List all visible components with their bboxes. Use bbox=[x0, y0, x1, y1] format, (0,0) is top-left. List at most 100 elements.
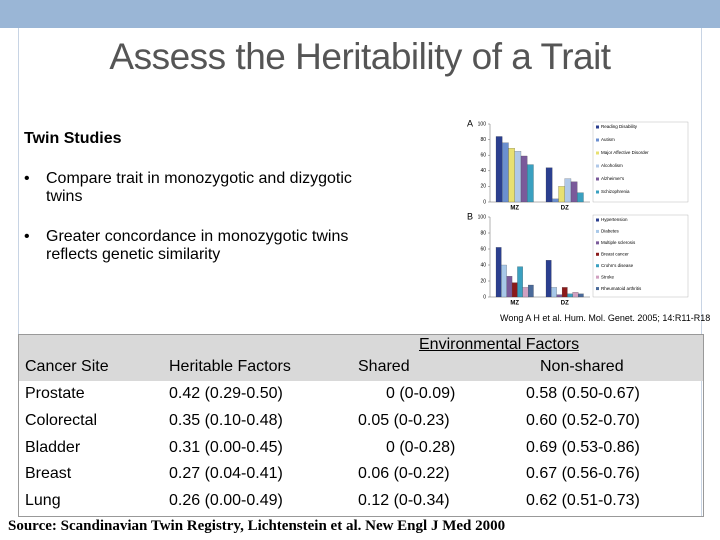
bar bbox=[570, 181, 578, 203]
bar bbox=[564, 178, 572, 203]
legend-swatch bbox=[596, 275, 599, 279]
y-tick-label: 20 bbox=[480, 278, 486, 284]
bar bbox=[572, 292, 579, 298]
table-cell: 0.62 (0.51-0.73) bbox=[526, 492, 640, 510]
bar bbox=[502, 142, 509, 203]
legend-swatch bbox=[596, 252, 599, 256]
x-tick-label: DZ bbox=[561, 206, 569, 212]
bar bbox=[528, 284, 534, 298]
top-band bbox=[0, 0, 720, 28]
table-cell: 0.26 (0.00-0.49) bbox=[169, 492, 283, 510]
table-cell: 0.06 (0-0.22) bbox=[358, 465, 450, 483]
legend-swatch bbox=[596, 138, 599, 142]
legend-swatch bbox=[596, 241, 599, 245]
panel-label: B bbox=[467, 211, 473, 221]
legend-swatch bbox=[596, 264, 599, 268]
bar bbox=[517, 266, 523, 298]
bar bbox=[578, 293, 584, 298]
bullet: • Greater concordance in monozygotic twin… bbox=[24, 228, 354, 264]
legend-swatch bbox=[596, 151, 599, 155]
table-cell: 0.42 (0.29-0.50) bbox=[169, 385, 283, 402]
legend-swatch bbox=[596, 287, 599, 291]
slide-title: Assess the Heritability of a Trait bbox=[109, 36, 611, 77]
column-header: Shared bbox=[358, 358, 410, 375]
legend-label: Multiple sclerosis bbox=[601, 240, 636, 245]
table-cell: 0.27 (0.04-0.41) bbox=[169, 465, 283, 483]
y-tick-label: 60 bbox=[480, 246, 486, 252]
legend-box bbox=[592, 121, 689, 203]
legend-label: Alcoholism bbox=[601, 163, 623, 168]
bar bbox=[501, 264, 507, 298]
panel-label: A bbox=[467, 118, 473, 128]
y-tick-label: 40 bbox=[480, 168, 486, 174]
table-cell: Breast bbox=[25, 465, 72, 483]
bar bbox=[520, 155, 528, 203]
legend-label: Stroke bbox=[601, 274, 615, 279]
bar bbox=[527, 164, 534, 203]
table-cell: 0.60 (0.52-0.70) bbox=[526, 411, 640, 429]
bullet-text: Greater concordance in monozygotic twins… bbox=[46, 228, 349, 263]
bar bbox=[495, 136, 503, 203]
bar bbox=[556, 294, 563, 298]
bar bbox=[558, 186, 565, 203]
column-header: Heritable Factors bbox=[169, 358, 291, 375]
y-tick-label: 60 bbox=[480, 153, 486, 159]
legend-label: Schizophrenia bbox=[601, 189, 630, 194]
bar bbox=[522, 287, 529, 298]
bar bbox=[561, 287, 568, 298]
group-header: Environmental Factors bbox=[419, 336, 580, 353]
legend-swatch bbox=[596, 164, 599, 168]
table-cell: 0.12 (0-0.34) bbox=[358, 492, 450, 510]
bar bbox=[545, 260, 552, 298]
table-cell: Prostate bbox=[25, 385, 85, 402]
table-cell: Bladder bbox=[25, 438, 81, 456]
legend-label: Breast cancer bbox=[601, 251, 629, 256]
legend-label: Reading Disability bbox=[601, 124, 638, 129]
figure: A 0 20 40 60 80 100 MZ DZ Reading Disability Autis… bbox=[467, 118, 689, 307]
bullet: • Compare trait in monozygotic and dizygo… bbox=[24, 170, 354, 206]
table: Environmental Factors Cancer Site Heritabl… bbox=[18, 334, 704, 517]
x-tick-label: DZ bbox=[561, 301, 569, 307]
bullet-text: Compare trait in monozygotic and dizygot… bbox=[46, 170, 352, 205]
legend-swatch bbox=[596, 218, 599, 222]
legend-swatch bbox=[596, 125, 599, 129]
table-cell: 0.05 (0-0.23) bbox=[358, 411, 450, 429]
citation: Wong A H et al. Hum. Mol. Genet. 2005; 1… bbox=[500, 313, 711, 323]
bar bbox=[508, 148, 515, 203]
legend-label: Autism bbox=[601, 137, 615, 142]
y-tick-label: 100 bbox=[478, 214, 487, 220]
legend-label: Alzheimer's bbox=[601, 176, 625, 181]
bar bbox=[511, 282, 518, 298]
y-tick-label: 20 bbox=[480, 184, 486, 190]
section-heading: Twin Studies bbox=[24, 130, 122, 147]
bar bbox=[514, 151, 522, 203]
y-tick-label: 40 bbox=[480, 262, 486, 268]
legend-label: Diabetes bbox=[601, 229, 620, 234]
table-cell: 0.31 (0.00-0.45) bbox=[169, 438, 283, 456]
bar bbox=[551, 287, 557, 298]
table-header bbox=[19, 335, 703, 381]
y-tick-label: 0 bbox=[483, 294, 486, 300]
source: Source: Scandinavian Twin Registry, Lich… bbox=[8, 518, 506, 534]
column-header: Non-shared bbox=[540, 358, 624, 375]
y-tick-label: 0 bbox=[483, 199, 486, 205]
bar bbox=[545, 167, 553, 203]
legend-box bbox=[592, 214, 689, 298]
legend-label: Hypertension bbox=[601, 217, 628, 222]
y-tick-label: 80 bbox=[480, 137, 486, 143]
frame bbox=[18, 28, 702, 516]
table-cell: Colorectal bbox=[25, 411, 98, 429]
bar bbox=[552, 198, 559, 203]
column-header: Cancer Site bbox=[25, 358, 109, 375]
table-cell: 0.35 (0.10-0.48) bbox=[169, 411, 283, 429]
x-tick-label: MZ bbox=[510, 301, 519, 307]
legend-label: Major Affective Disorder bbox=[601, 150, 649, 155]
table-cell: Lung bbox=[25, 492, 61, 510]
legend-swatch bbox=[596, 177, 599, 181]
table-cell: 0.58 (0.50-0.67) bbox=[526, 385, 640, 402]
x-tick-label: MZ bbox=[510, 206, 519, 212]
table-cell: 0.67 (0.56-0.76) bbox=[526, 465, 640, 483]
legend-label: Rheumatoid arthritis bbox=[601, 286, 642, 291]
y-tick-label: 100 bbox=[478, 121, 487, 127]
